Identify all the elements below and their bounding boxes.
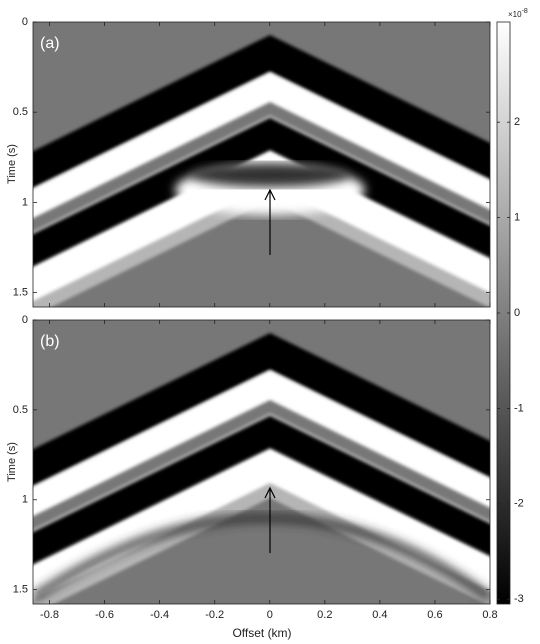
x-tick-label: 0.4	[372, 609, 387, 621]
x-tick-label: 0.8	[482, 609, 497, 621]
y-tick-label: 1.5	[13, 584, 28, 596]
x-tick-label: -0.6	[95, 609, 114, 621]
wavefield-image	[33, 320, 490, 604]
y-tick-label: 0.5	[13, 404, 28, 416]
reflection	[33, 514, 490, 602]
wave-band	[33, 448, 490, 600]
colorbar-tick-label: 2	[514, 116, 520, 128]
x-tick-label: 0.6	[427, 609, 442, 621]
colorbar-scale: ×10-8	[508, 8, 528, 19]
panel-label: (a)	[40, 35, 60, 52]
colorbar-tick-label: 0	[514, 307, 520, 319]
scale-exponent: -8	[522, 8, 528, 15]
x-axis-label: Offset (km)	[232, 626, 291, 640]
x-tick-label: 0.2	[317, 609, 332, 621]
wave-band	[33, 72, 490, 219]
panel-label: (b)	[40, 333, 60, 350]
wave-band	[33, 115, 490, 307]
axes-box	[32, 319, 491, 605]
y-axis-label: Time (s)	[6, 144, 18, 184]
colorbar-tick-label: -1	[514, 402, 524, 414]
colorbar-tick-label: 1	[514, 211, 520, 223]
wave-band	[33, 333, 490, 487]
scale-base: ×10	[508, 10, 522, 19]
x-tick-label: -0.2	[205, 609, 224, 621]
y-tick-label: 1	[22, 196, 28, 208]
x-tick-label: 0	[267, 609, 273, 621]
wave-band	[33, 118, 490, 267]
y-tick-label: 1.5	[13, 286, 28, 298]
y-tick-label: 1	[22, 494, 28, 506]
y-axis-label: Time (s)	[6, 442, 18, 482]
reflection	[190, 163, 350, 187]
x-tick-label: -0.4	[150, 609, 169, 621]
wave-band	[33, 370, 490, 517]
colorbar-tick-label: -2	[514, 498, 524, 510]
arrow-head	[264, 486, 276, 499]
y-tick-label: 0.5	[13, 106, 28, 118]
x-tick-label: -0.8	[40, 609, 59, 621]
axes-box	[32, 21, 491, 308]
wave-band	[33, 35, 490, 189]
arrow-head	[264, 188, 276, 201]
y-tick-label: 0	[22, 314, 28, 326]
wave-band	[33, 413, 490, 604]
wavefield-image	[33, 22, 490, 307]
y-tick-label: 0	[22, 16, 28, 28]
wave-band	[33, 416, 490, 565]
colorbar-tick-label: -3	[514, 593, 524, 605]
